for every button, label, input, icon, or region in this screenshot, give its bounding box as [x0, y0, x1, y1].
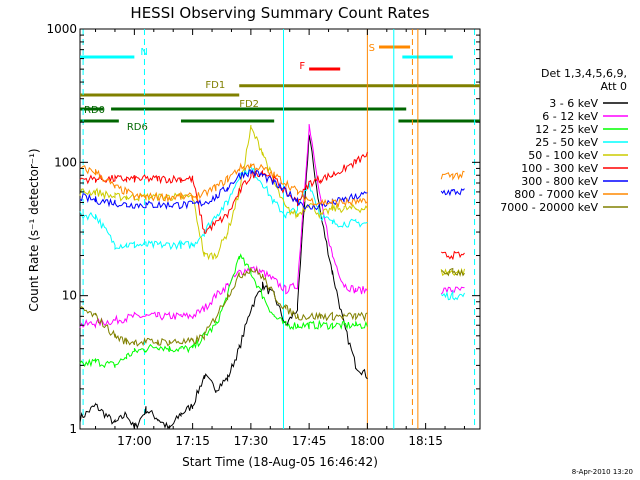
flag-label-rd6: RD6: [127, 122, 148, 133]
series-line: [79, 162, 465, 208]
chart-title: HESSI Observing Summary Count Rates: [130, 4, 429, 22]
series-line: [79, 134, 368, 430]
axes-layer: 17:00 17:15 17:30 17:45 18:00 18:15 1 10 100 1000: [46, 22, 480, 448]
legend-label: 800 - 7000 keV: [514, 188, 598, 201]
flags-layer: NSFFD1FD2RD0RD6: [80, 43, 480, 133]
legend-header-line1: Det 1,3,4,5,6,9,: [541, 67, 627, 80]
y-tick-label: 1: [69, 422, 77, 436]
y-tick-label: 100: [54, 155, 77, 169]
legend-label: 25 - 50 keV: [535, 136, 598, 149]
y-tick-label: 1000: [46, 22, 77, 36]
legend-label: 3 - 6 keV: [549, 97, 598, 110]
flag-label-s: S: [369, 43, 375, 54]
flag-label-f: F: [299, 61, 305, 72]
x-tick-label: 18:00: [350, 434, 385, 448]
legend-header-line2: Att 0: [601, 80, 627, 93]
x-axis-label: Start Time (18-Aug-05 16:46:42): [182, 455, 378, 469]
flag-label-fd2: FD2: [239, 99, 259, 110]
legend-label: 100 - 300 keV: [521, 162, 598, 175]
footer-date: 8-Apr-2010 13:20: [572, 468, 633, 476]
x-tick-label: 17:15: [175, 434, 210, 448]
legend-label: 7000 - 20000 keV: [500, 201, 598, 214]
x-tick-label: 17:45: [292, 434, 327, 448]
legend-label: 6 - 12 keV: [542, 110, 598, 123]
plot-frame: [79, 28, 481, 430]
x-tick-label: 18:15: [408, 434, 443, 448]
flag-label-fd1: FD1: [205, 80, 225, 91]
legend-label: 50 - 100 keV: [528, 149, 598, 162]
y-axis-label: Count Rate (s⁻¹ detector⁻¹): [27, 148, 41, 311]
x-tick-label: 17:00: [117, 434, 152, 448]
flag-label-rd0: RD0: [84, 105, 105, 116]
x-tick-label: 17:30: [234, 434, 269, 448]
y-tick-label: 10: [62, 289, 77, 303]
vlines-layer: [82, 29, 476, 429]
series-line: [79, 267, 465, 347]
series-layer: [79, 124, 465, 430]
series-line: [79, 151, 465, 260]
series-line: [79, 124, 465, 329]
series-line: [79, 253, 368, 369]
legend-label: 300 - 800 keV: [521, 175, 598, 188]
plot-area: [79, 28, 481, 430]
legend-label: 12 - 25 keV: [535, 123, 598, 136]
series-line: [79, 166, 465, 301]
